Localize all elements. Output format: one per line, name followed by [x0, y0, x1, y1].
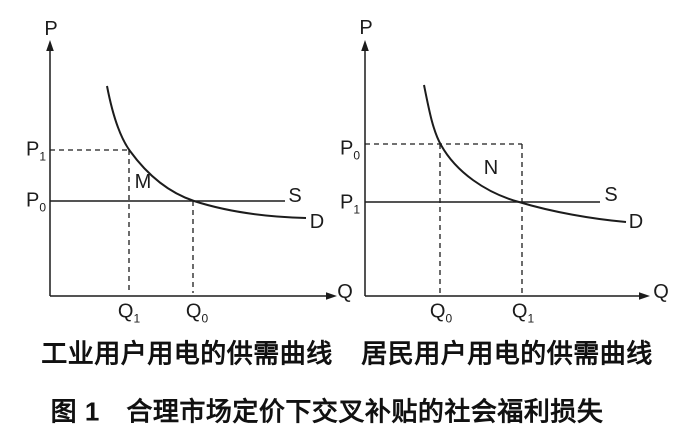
- left-q0-tick-label: Q0: [186, 302, 208, 325]
- right-p0-sub: 0: [353, 148, 361, 163]
- right-y-axis-arrow: [361, 40, 369, 51]
- left-chart-axes: [49, 49, 334, 297]
- left-q1-tick-label: Q1: [118, 302, 140, 325]
- left-p-axis-label: P: [44, 18, 58, 40]
- right-p1-sub: 1: [353, 202, 361, 217]
- right-p1-tick-label: P1: [340, 193, 360, 216]
- right-q1-sub: 1: [527, 311, 535, 326]
- left-p1-base: P: [25, 138, 40, 161]
- left-p1-sub: 1: [39, 149, 47, 164]
- left-q0-base: Q: [185, 300, 202, 323]
- right-q0-base: Q: [429, 300, 446, 323]
- right-p0-base: P: [339, 137, 354, 160]
- right-q0-tick-label: Q0: [430, 302, 452, 325]
- left-x-axis-arrow: [326, 292, 337, 300]
- left-p0-base: P: [25, 189, 40, 212]
- right-supply-label: S: [604, 184, 618, 206]
- figure-caption: 图 1 合理市场定价下交叉补贴的社会福利损失: [50, 396, 604, 427]
- right-demand-label: D: [628, 211, 644, 233]
- right-q1-tick-label: Q1: [512, 302, 534, 325]
- right-x-axis-arrow: [639, 292, 650, 300]
- left-supply-label: S: [288, 185, 302, 207]
- left-q-axis-label: Q: [337, 281, 353, 303]
- left-y-axis-arrow: [46, 40, 54, 51]
- right-q1-base: Q: [511, 300, 528, 323]
- right-demand-curve: [423, 84, 627, 223]
- right-p0-tick-label: P0: [340, 139, 360, 162]
- left-q1-base: Q: [117, 300, 134, 323]
- left-q0-sub: 0: [201, 311, 209, 326]
- right-n-area-label: N: [483, 157, 499, 179]
- left-q1-sub: 1: [133, 311, 141, 326]
- left-demand-curve: [106, 85, 307, 219]
- right-p-axis-label: P: [359, 17, 373, 39]
- right-p1-base: P: [339, 191, 354, 214]
- left-p0-sub: 0: [39, 200, 47, 215]
- left-demand-label: D: [309, 211, 325, 233]
- right-q-axis-label: Q: [653, 281, 669, 303]
- right-chart-axes: [364, 49, 646, 297]
- left-m-area-label: M: [134, 171, 152, 193]
- left-chart-title: 工业用户用电的供需曲线: [41, 338, 333, 369]
- right-chart-title: 居民用户用电的供需曲线: [361, 338, 653, 369]
- right-q0-sub: 0: [445, 311, 453, 326]
- left-p0-tick-label: P0: [26, 191, 46, 214]
- left-p1-tick-label: P1: [26, 140, 46, 163]
